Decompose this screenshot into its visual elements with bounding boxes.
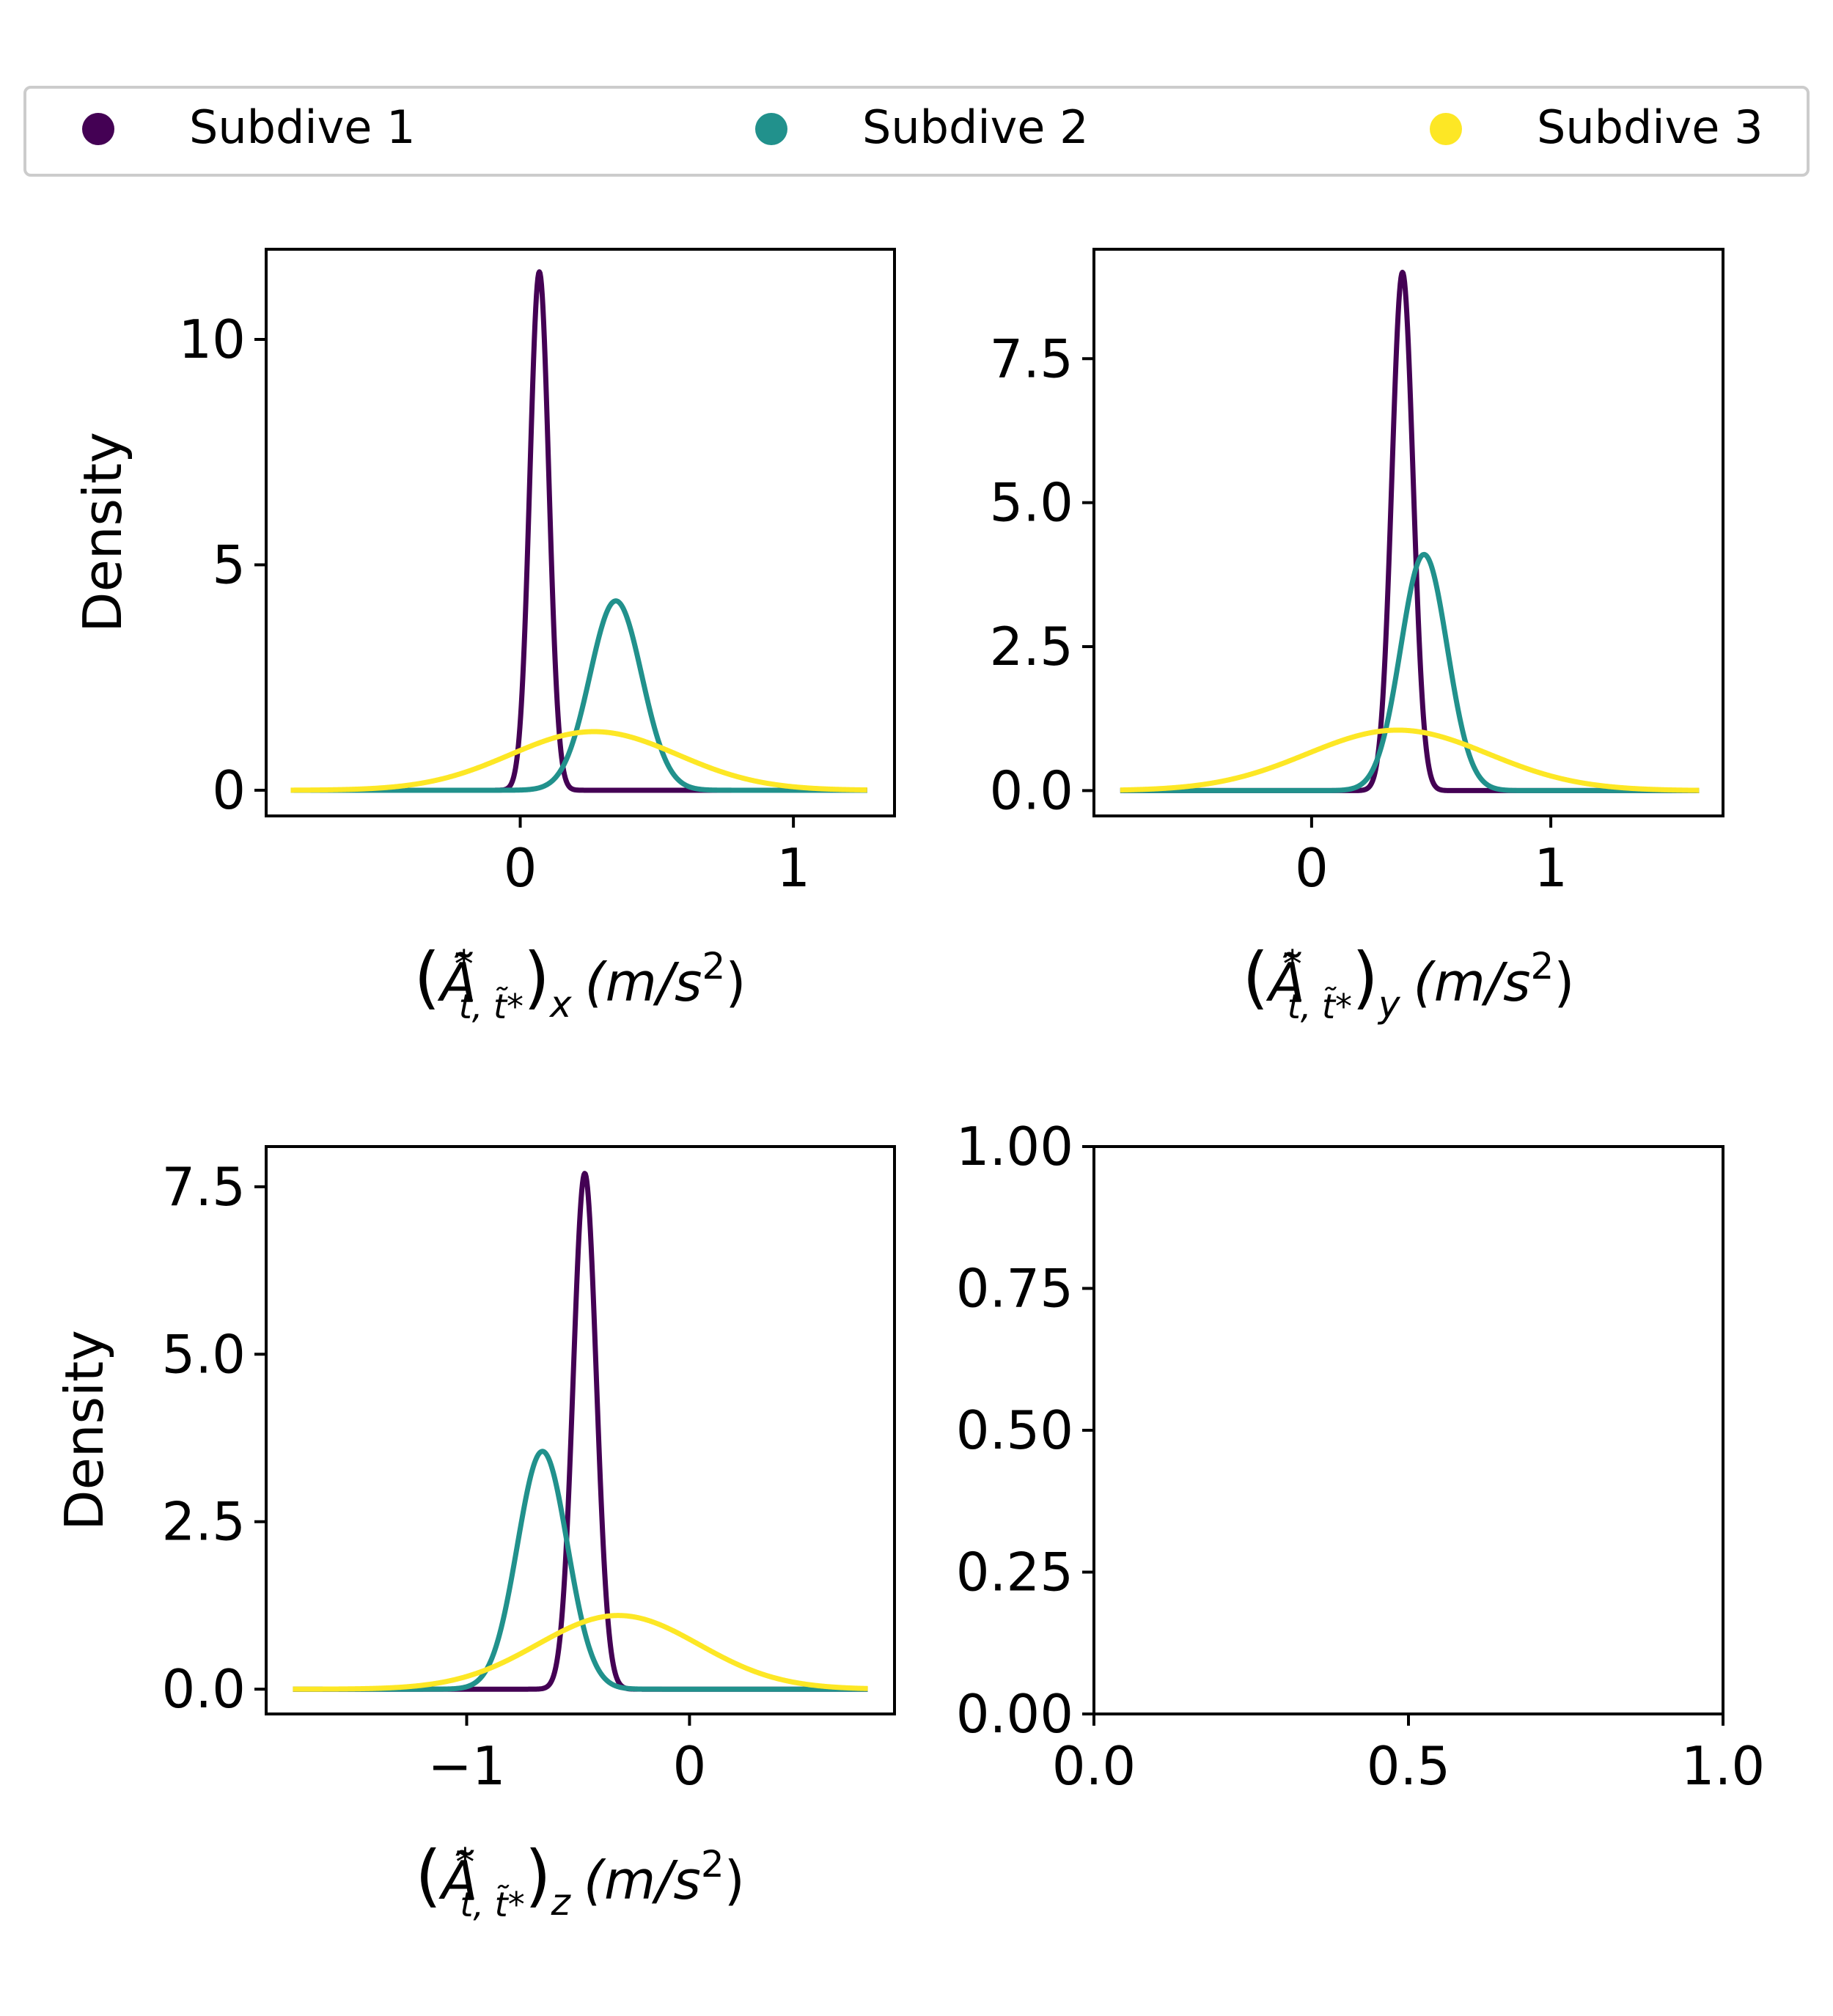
y-tick-label: 0.00: [956, 1683, 1073, 1745]
panel-empty-ticks: 0.0 0.5 1.0 0.00 0.25 0.50 0.75 1.00: [956, 1116, 1766, 1797]
y-tick-label: 5: [212, 534, 246, 595]
panel-x-xlabel: (Ã* t, t̃*)x (m/s2): [414, 938, 746, 1026]
xlabel-sup: *: [455, 943, 474, 987]
xlabel-paren-open: (: [415, 1836, 441, 1915]
xlabel-unit: (m/s: [1414, 952, 1531, 1013]
panel-z-series: [290, 1171, 870, 1692]
y-tick-label: 10: [178, 309, 246, 370]
legend-label-3: Subdive 3: [1537, 100, 1763, 154]
panel-empty-frame: [1092, 1145, 1724, 1715]
y-tick-label: 0.0: [989, 759, 1073, 821]
xlabel-sub: t, t̃*: [460, 1885, 524, 1924]
y-tick-label: 0.0: [161, 1658, 246, 1720]
y-tick-label: 2.5: [989, 616, 1073, 677]
panel-x-ylabel: Density: [72, 432, 133, 633]
xlabel-sub: t, t̃*: [1287, 987, 1352, 1026]
legend-marker-3: [1430, 113, 1462, 145]
series-line-subdive-3: [290, 1613, 870, 1692]
panel-empty: 0.0 0.5 1.0 0.00 0.25 0.50 0.75 1.00: [956, 1116, 1766, 1797]
y-tick-label: 0.50: [956, 1399, 1073, 1461]
legend-frame: [23, 86, 1810, 177]
y-tick-label: 2.5: [161, 1491, 246, 1553]
xlabel-unit-close: ): [724, 1850, 745, 1911]
y-tick-label: 0.75: [956, 1258, 1073, 1320]
xlabel-unit-sup: 2: [701, 1843, 724, 1886]
xlabel-sub: t, t̃*: [459, 987, 524, 1026]
xlabel-symbol: Ã: [437, 952, 476, 1013]
xlabel-unit-close: ): [1554, 952, 1574, 1013]
x-tick-label: −1: [427, 1735, 505, 1797]
xlabel-symbol: Ã: [438, 1850, 477, 1911]
x-tick-label: 0.0: [1052, 1735, 1136, 1797]
xlabel-unit: (m/s: [585, 952, 702, 1013]
y-tick-label: 0: [212, 759, 246, 821]
x-tick-label: 1: [776, 837, 810, 899]
xlabel-unit-sup: 2: [702, 945, 726, 987]
xlabel-unit: (m/s: [584, 1850, 701, 1911]
series-line-subdive-2: [290, 1449, 870, 1692]
legend-marker-2: [755, 113, 787, 145]
panel-z-xlabel: (Ã* t, t̃*)z (m/s2): [415, 1836, 745, 1924]
legend-label-1: Subdive 1: [189, 100, 416, 154]
xlabel-sup: *: [1283, 943, 1302, 987]
series-line-subdive-1: [1118, 269, 1701, 793]
xlabel-paren-close: ): [525, 1836, 551, 1915]
y-tick-label: 7.5: [161, 1156, 246, 1218]
xlabel-paren-close: ): [1352, 938, 1378, 1017]
xlabel-symbol: Ã: [1266, 952, 1304, 1013]
panel-z: −1 00.02.55.07.5 Density (Ã* t, t̃*)z (m/s2…: [54, 1145, 896, 1924]
xlabel-paren-open: (: [1243, 938, 1269, 1017]
x-tick-label: 1: [1534, 837, 1568, 899]
panel-x-frame: [265, 248, 896, 817]
panel-y-ticks: 0 1 0.0 2.5 5.0 7.5: [989, 328, 1568, 899]
xlabel-paren-close: ): [524, 938, 550, 1017]
y-tick-label: 0.25: [956, 1542, 1073, 1603]
panel-y-xlabel: (Ã* t, t̃*)y (m/s2): [1243, 938, 1575, 1026]
y-tick-label: 5.0: [989, 472, 1073, 534]
x-tick-label: 0.5: [1367, 1735, 1451, 1797]
legend-label-2: Subdive 2: [862, 100, 1089, 154]
xlabel-sup: *: [455, 1841, 474, 1885]
panel-y: 0 10.02.55.07.5 (Ã* t, t̃*)y (m/s2): [989, 248, 1724, 1026]
series-line-subdive-2: [1118, 551, 1701, 793]
x-tick-label: 0: [504, 837, 537, 899]
panel-x-series: [289, 269, 870, 793]
x-tick-label: 0: [1295, 837, 1329, 899]
x-tick-label: 1.0: [1681, 1735, 1766, 1797]
series-line-subdive-3: [289, 729, 870, 793]
y-tick-label: 1.00: [956, 1116, 1073, 1177]
y-tick-label: 5.0: [161, 1323, 246, 1385]
xlabel-unit-close: ): [725, 952, 746, 1013]
panel-y-series: [1118, 269, 1701, 793]
panel-z-ylabel: Density: [54, 1330, 115, 1531]
legend: Subdive 1 Subdive 2 Subdive 3: [23, 86, 1810, 177]
x-tick-label: 0: [673, 1735, 707, 1797]
xlabel-paren-open: (: [414, 938, 441, 1017]
xlabel-component: x: [548, 983, 572, 1026]
panel-z-ticks: −1 0 0.0 2.5 5.0 7.5: [161, 1156, 706, 1797]
series-line-subdive-3: [1118, 727, 1701, 793]
series-line-subdive-2: [289, 598, 870, 793]
xlabel-component: z: [551, 1881, 572, 1924]
panel-y-frame: [1092, 248, 1724, 817]
xlabel-unit-sup: 2: [1531, 945, 1554, 987]
legend-marker-1: [82, 113, 114, 145]
y-tick-label: 7.5: [989, 328, 1073, 389]
xlabel-component: y: [1377, 983, 1401, 1026]
panel-z-frame: [265, 1145, 896, 1715]
